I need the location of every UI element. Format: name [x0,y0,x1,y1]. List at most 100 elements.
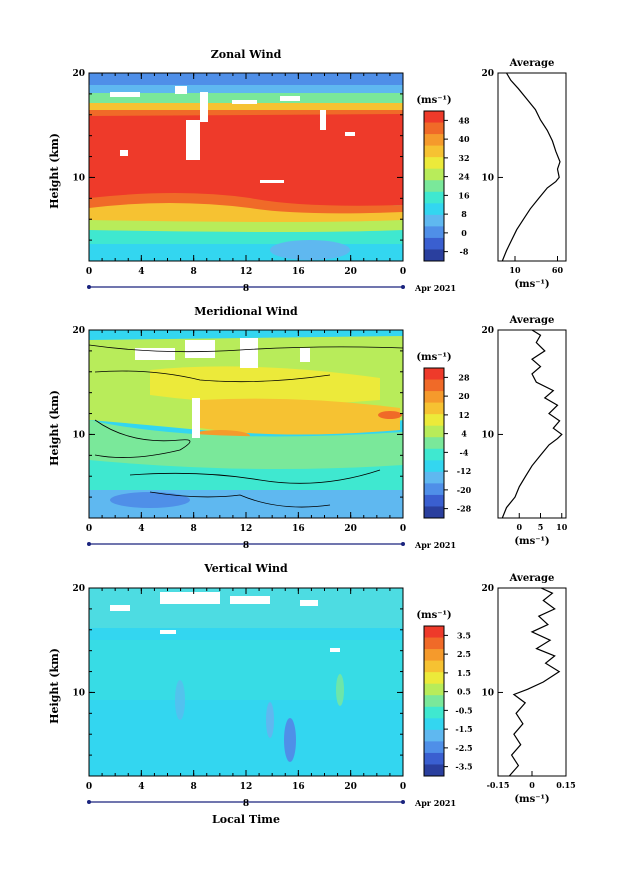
x-tick-label: 20 [344,524,357,534]
colorbar-swatch [424,683,444,696]
date-label: Apr 2021 [414,283,456,293]
colorbar-swatch [424,706,444,719]
colorbar-swatch [424,695,444,708]
colorbar-tick-label: 2.5 [457,649,471,659]
colorbar-swatch [424,226,444,239]
x-tick-label: 20 [344,782,357,792]
x-tick-label: 12 [240,524,253,534]
profile-title: Average [509,315,555,326]
x-tick-label: 12 [240,782,253,792]
colorbar-unit: (ms⁻¹) [416,610,451,621]
colorbar-tick-label: 28 [458,372,470,382]
colorbar-tick-label: 4 [461,429,467,439]
x-axis-label: Local Time [212,813,280,826]
day-line-end [401,542,405,546]
colorbar-tick-label: -1.5 [455,724,472,734]
y-tick-label: 20 [72,69,85,79]
day-line-end [87,542,91,546]
day-line-end [87,800,91,804]
profile-frame [497,329,567,519]
x-tick-label: 8 [191,782,197,792]
panel-meridional: Meridional Wind [88,305,404,519]
colorbar-swatch [424,483,444,496]
heatmap-meridional [89,330,403,518]
colorbar-swatch [424,637,444,650]
colorbar-tick-label: -20 [457,485,472,495]
profile-frame [497,72,567,262]
day-line-end [401,800,405,804]
colorbar-tick-label: -8 [460,247,469,257]
profile-x-label: (ms⁻¹) [514,794,549,805]
y-axis-label: Height (km) [48,133,61,209]
colorbar-swatch [424,145,444,158]
colorbar-swatch [424,237,444,250]
y-tick-label: 10 [72,173,85,183]
profile-y-tick-label: 10 [481,173,494,183]
colorbar-swatch [424,157,444,170]
x-tick-label: 0 [400,267,406,277]
x-tick-label: 0 [400,782,406,792]
colorbar-swatch [424,672,444,685]
x-tick-label: 4 [138,782,144,792]
y-axis-label: Height (km) [48,648,61,724]
profile-x-tick-label: 0 [516,522,522,532]
panel-title: Zonal Wind [211,48,282,61]
colorbar-tick-label: 0 [461,228,467,238]
colorbar-tick-label: -3.5 [455,762,472,772]
x-tick-label: 8 [191,524,197,534]
colorbar-swatch [424,660,444,673]
colorbar-swatch [424,214,444,227]
colorbar-swatch [424,168,444,181]
colorbar-tick-label: 48 [458,115,470,125]
colorbar-swatch [424,122,444,135]
x-tick-label: 16 [292,782,305,792]
x-tick-label: 8 [191,267,197,277]
heatmap-vertical [89,588,403,776]
colorbar-swatch [424,379,444,392]
colorbar-tick-label: -2.5 [455,743,472,753]
colorbar-swatch [424,494,444,507]
colorbar-swatch [424,414,444,427]
colorbar-tick-label: 40 [458,134,470,144]
y-tick-label: 20 [72,584,85,594]
profile-x-tick-label: 60 [552,265,564,275]
colorbar-tick-label: 16 [458,190,470,200]
y-tick-label: 10 [72,430,85,440]
colorbar-tick-label: 1.5 [457,668,471,678]
panel-vertical: Vertical Wind Local Time [88,562,404,826]
date-label: Apr 2021 [414,798,456,808]
x-tick-label: 0 [86,267,92,277]
colorbar-swatch [424,718,444,731]
profile-y-tick-label: 10 [481,688,494,698]
profile-x-tick-label: 0 [529,780,535,790]
profile-x-tick-label: 10 [556,522,568,532]
profile-y-tick-label: 10 [481,430,494,440]
colorbar-tick-label: 0.5 [457,687,471,697]
colorbar-tick-label: -12 [457,466,471,476]
x-tick-label: 4 [138,267,144,277]
y-tick-label: 20 [72,326,85,336]
x-tick-label: 0 [86,782,92,792]
profile-title: Average [509,573,555,584]
day-label: 8 [243,541,249,551]
panel-title: Meridional Wind [194,305,298,318]
profile-title: Average [509,58,555,69]
colorbar-frame [423,110,445,262]
profile-y-tick-label: 20 [481,584,494,594]
colorbar-tick-label: -0.5 [455,705,472,715]
profile-line [501,329,563,519]
colorbar-swatch [424,391,444,404]
colorbar-frame [423,625,445,777]
colorbar-swatch [424,249,444,262]
colorbar-tick-label: 20 [458,391,470,401]
colorbar-swatch [424,741,444,754]
colorbar-unit: (ms⁻¹) [416,95,451,106]
colorbar-tick-label: 12 [458,410,469,420]
date-label: Apr 2021 [414,540,456,550]
profile-line [501,72,561,262]
colorbar-swatch [424,626,444,639]
colorbar-tick-label: 3.5 [457,630,471,640]
x-tick-label: 16 [292,524,305,534]
